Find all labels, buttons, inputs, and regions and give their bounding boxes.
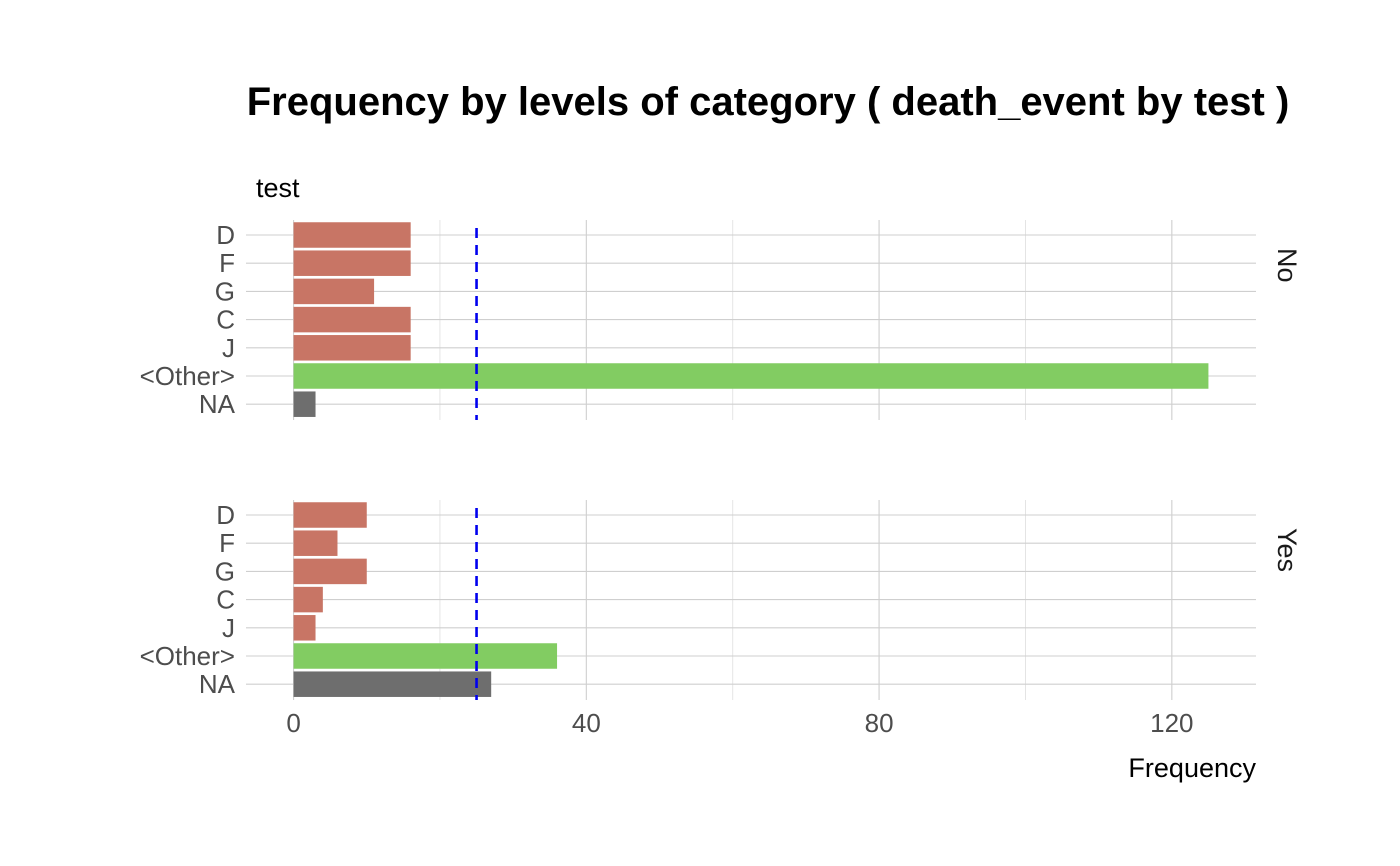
facet-strip-label: No xyxy=(1272,248,1302,283)
y-tick-label: D xyxy=(216,500,235,530)
y-tick-label: G xyxy=(215,556,235,586)
y-tick-label: J xyxy=(222,613,235,643)
bar-no-4 xyxy=(293,335,411,361)
x-tick-label: 40 xyxy=(572,708,601,738)
bar-yes-2 xyxy=(293,558,367,585)
bar-no-2 xyxy=(293,278,375,305)
bar-no-1 xyxy=(293,250,411,276)
bar-yes-0 xyxy=(293,502,367,528)
y-tick-label: D xyxy=(216,220,235,250)
bar-yes-6 xyxy=(293,671,492,697)
y-tick-label: F xyxy=(219,248,235,278)
x-tick-label: 120 xyxy=(1150,708,1193,738)
y-tick-label: C xyxy=(216,585,235,615)
y-tick-label: J xyxy=(222,333,235,363)
x-axis-ticks: 0 40 80 120 xyxy=(286,708,1193,738)
bar-no-5 xyxy=(293,363,1209,389)
y-tick-label: NA xyxy=(199,389,236,419)
bar-yes-4 xyxy=(293,615,316,641)
y-tick-label: NA xyxy=(199,669,236,699)
bar-yes-5 xyxy=(293,643,558,669)
bar-yes-1 xyxy=(293,530,338,556)
bar-no-6 xyxy=(293,391,316,417)
x-tick-label: 80 xyxy=(865,708,894,738)
x-axis-title: Frequency xyxy=(1128,753,1256,783)
bar-no-3 xyxy=(293,306,411,333)
y-tick-label: C xyxy=(216,305,235,335)
facet-strip-label: Yes xyxy=(1272,528,1302,572)
chart-title: Frequency by levels of category ( death_… xyxy=(247,80,1290,124)
y-tick-label: <Other> xyxy=(140,641,235,671)
y-axis-title: test xyxy=(256,173,300,203)
bar-yes-3 xyxy=(293,586,323,613)
y-tick-label: G xyxy=(215,276,235,306)
bar-no-0 xyxy=(293,222,411,248)
y-tick-label: <Other> xyxy=(140,361,235,391)
x-tick-label: 0 xyxy=(286,708,300,738)
y-tick-label: F xyxy=(219,528,235,558)
